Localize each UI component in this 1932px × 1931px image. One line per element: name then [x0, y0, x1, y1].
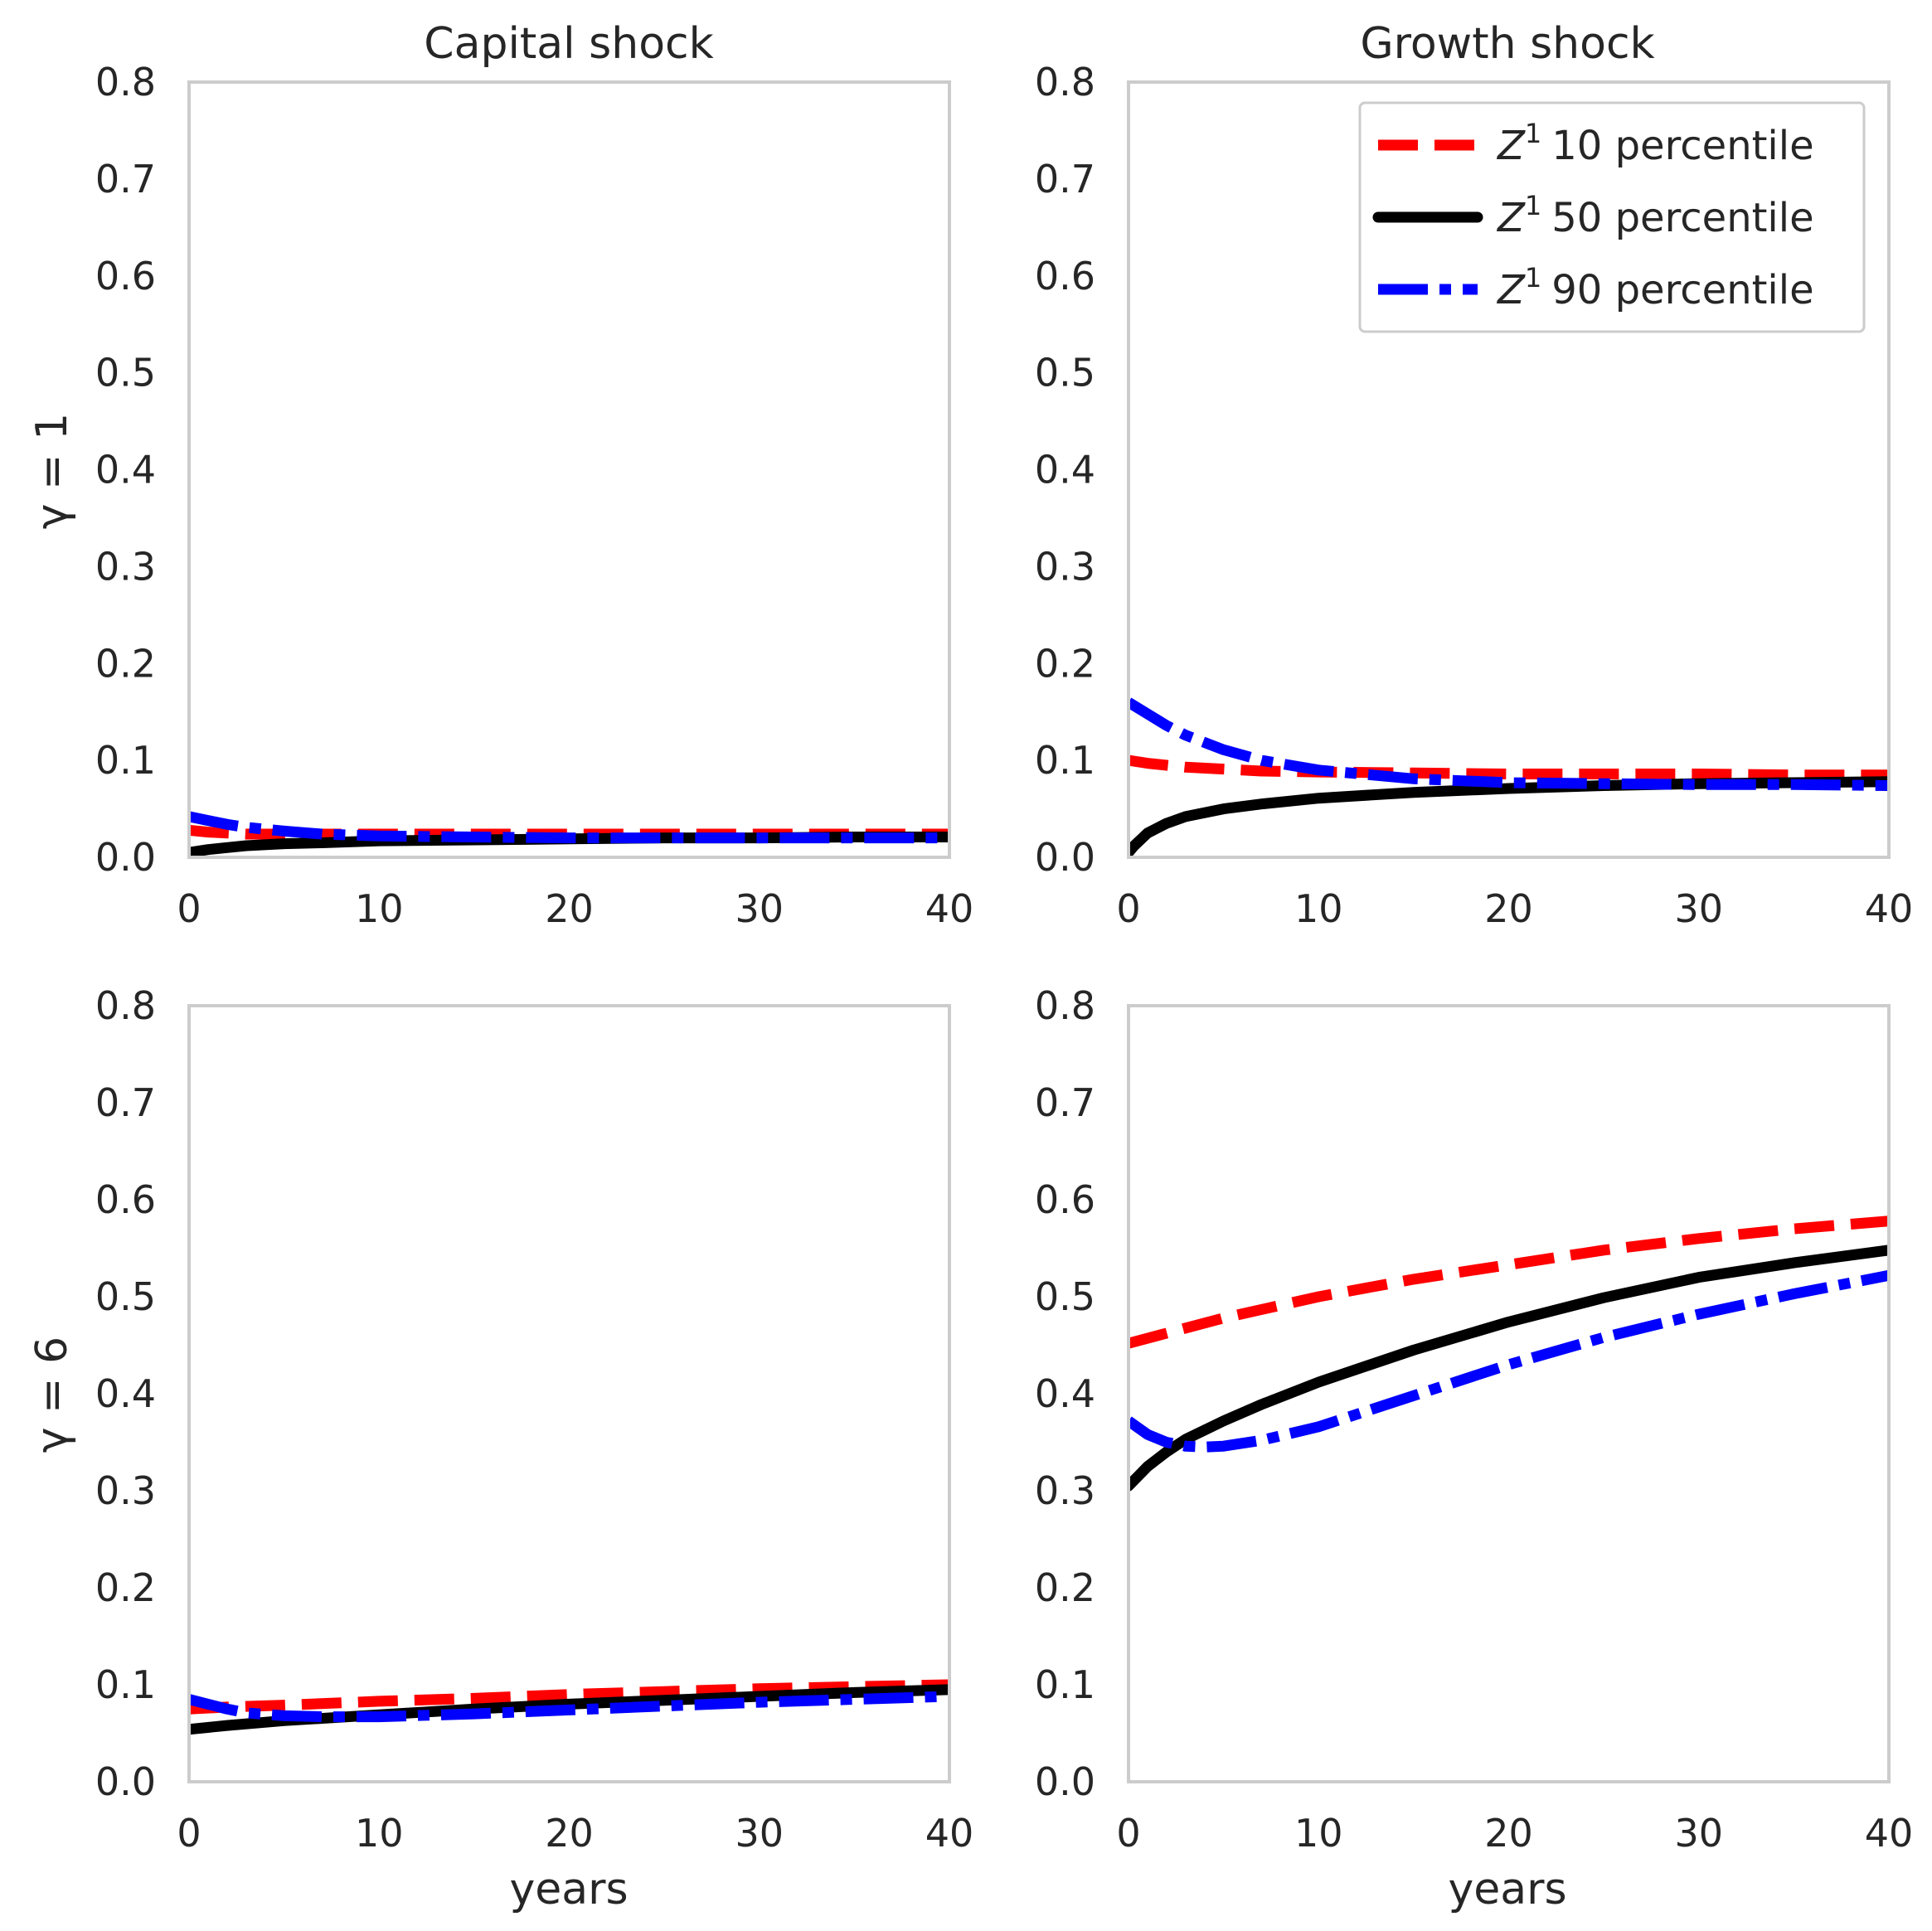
panel-title-growth-shock: Growth shock — [1360, 19, 1654, 69]
y-tick-label: 0.7 — [1035, 157, 1095, 201]
y-tick-label: 0.1 — [1035, 1662, 1095, 1707]
series-group — [189, 1679, 949, 1735]
y-tick-label: 0.2 — [95, 1565, 156, 1610]
y-tick-label: 0.0 — [95, 1759, 156, 1804]
series-line-z-90-percentile — [189, 811, 949, 844]
x-tick-label: 30 — [1674, 886, 1723, 931]
x-tick-label: 40 — [925, 886, 974, 931]
y-tick-label: 0.4 — [1035, 1371, 1095, 1416]
y-tick-label: 0.0 — [95, 835, 156, 880]
x-axis-label-right: years — [1448, 1865, 1566, 1914]
y-tick-label: 0.4 — [95, 1371, 156, 1416]
axes-frame — [187, 80, 951, 859]
x-axis-label-left: years — [509, 1865, 628, 1914]
y-tick-label: 0.4 — [1035, 448, 1095, 492]
series-line-z-10-percentile — [189, 1679, 949, 1715]
y-tick-label: 0.5 — [95, 1274, 156, 1319]
series-line-z-90-percentile — [1129, 1269, 1889, 1453]
y-tick-label: 0.7 — [95, 1080, 156, 1125]
y-tick-label: 0.1 — [1035, 738, 1095, 783]
y-tick-label: 0.0 — [1035, 835, 1095, 880]
x-tick-label: 30 — [735, 1811, 784, 1856]
x-tick-label: 0 — [1116, 886, 1140, 931]
y-tick-label: 0.6 — [1035, 254, 1095, 298]
x-tick-label: 0 — [1116, 1811, 1140, 1856]
y-tick-label: 0.3 — [1035, 544, 1095, 589]
x-tick-label: 20 — [1484, 1811, 1533, 1856]
legend-entry-10-percentile: Z1 10 percentile — [1496, 118, 1814, 169]
y-tick-label: 0.2 — [1035, 1565, 1095, 1610]
row-label-gamma-6: γ = 6 — [27, 1337, 77, 1453]
series-group — [189, 811, 949, 857]
y-tick-label: 0.6 — [1035, 1177, 1095, 1222]
x-tick-label: 20 — [545, 886, 594, 931]
axes-frame — [1127, 1004, 1891, 1783]
series-group — [1129, 697, 1889, 857]
y-tick-label: 0.4 — [95, 448, 156, 492]
plot-area — [189, 82, 949, 857]
y-tick-label: 0.2 — [1035, 641, 1095, 686]
y-tick-label: 0.5 — [95, 351, 156, 395]
y-tick-label: 0.3 — [1035, 1468, 1095, 1513]
legend: Z1 10 percentile Z1 50 percentile Z1 90 per… — [1358, 101, 1866, 333]
y-tick-label: 0.8 — [1035, 60, 1095, 104]
plot-area — [1129, 1006, 1889, 1782]
y-tick-label: 0.7 — [1035, 1080, 1095, 1125]
row-label-gamma-1: γ = 1 — [27, 413, 77, 530]
x-tick-label: 10 — [1294, 886, 1343, 931]
series-line-z-10-percentile — [1129, 1215, 1889, 1349]
series-line-z-90-percentile — [189, 1691, 949, 1723]
y-tick-label: 0.7 — [95, 157, 156, 201]
panel-title-capital-shock: Capital shock — [424, 19, 713, 69]
x-tick-label: 10 — [1294, 1811, 1343, 1856]
axes-frame — [1127, 80, 1891, 859]
y-tick-label: 0.5 — [1035, 1274, 1095, 1319]
y-tick-label: 0.5 — [1035, 351, 1095, 395]
series-group — [1129, 1215, 1889, 1492]
x-tick-label: 40 — [925, 1811, 974, 1856]
series-line-z-50-percentile — [1129, 776, 1889, 857]
legend-entry-50-percentile: Z1 50 percentile — [1496, 190, 1814, 241]
y-tick-label: 0.3 — [95, 1468, 156, 1513]
y-tick-label: 0.8 — [1035, 983, 1095, 1028]
plot-area — [189, 1006, 949, 1782]
y-tick-label: 0.1 — [95, 738, 156, 783]
legend-entry-90-percentile: Z1 90 percentile — [1496, 262, 1814, 313]
series-line-z-50-percentile — [1129, 1244, 1889, 1492]
panel-growth-shock-gamma-6: 0.0 0.1 0.2 0.3 0.4 0.5 0.6 0.7 0.8 0 10 20 30 40 — [1035, 983, 1913, 1856]
y-tick-label: 0.2 — [95, 641, 156, 686]
panel-capital-shock-gamma-1: 0.0 0.1 0.2 0.3 0.4 0.5 0.6 0.7 0.8 0 10 20 30 40 — [95, 60, 973, 931]
x-tick-label: 10 — [355, 1811, 404, 1856]
x-tick-label: 40 — [1865, 886, 1914, 931]
panel-capital-shock-gamma-6: 0.0 0.1 0.2 0.3 0.4 0.5 0.6 0.7 0.8 0 10 20 30 40 — [95, 983, 973, 1856]
axes-frame — [187, 1004, 951, 1783]
x-tick-label: 0 — [177, 886, 201, 931]
x-tick-label: 30 — [1674, 1811, 1723, 1856]
series-line-z-90-percentile — [1129, 697, 1889, 791]
series-line-z-50-percentile — [189, 1684, 949, 1735]
y-tick-label: 0.8 — [95, 60, 156, 104]
y-tick-label: 0.6 — [95, 1177, 156, 1222]
y-tick-label: 0.6 — [95, 254, 156, 298]
x-tick-label: 30 — [735, 886, 784, 931]
y-tick-label: 0.8 — [95, 983, 156, 1028]
x-tick-label: 10 — [355, 886, 404, 931]
x-tick-label: 40 — [1865, 1811, 1914, 1856]
x-tick-label: 0 — [177, 1811, 201, 1856]
y-tick-label: 0.3 — [95, 544, 156, 589]
y-tick-label: 0.0 — [1035, 1759, 1095, 1804]
legend-frame — [1358, 101, 1866, 333]
x-tick-label: 20 — [1484, 886, 1533, 931]
x-tick-label: 20 — [545, 1811, 594, 1856]
y-tick-label: 0.1 — [95, 1662, 156, 1707]
